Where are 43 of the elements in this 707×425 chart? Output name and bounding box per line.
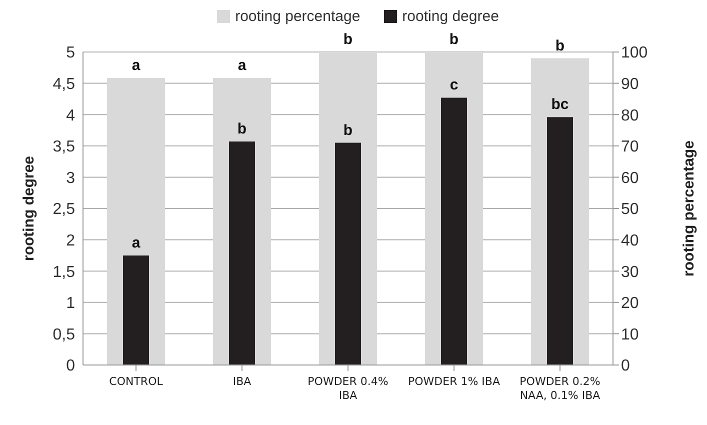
x-tick-label: CONTROL [109, 375, 164, 388]
y-tick-label: 1 [66, 295, 76, 312]
y2-tick-label: 10 [621, 326, 639, 344]
legend-label: rooting degree [401, 8, 499, 25]
y-tick-label: 2 [66, 232, 76, 250]
y2-tick-label: 40 [621, 232, 639, 250]
data-label: b [343, 122, 353, 139]
data-label: a [132, 56, 141, 74]
y-axis-title: rooting degree [20, 156, 38, 262]
y2-tick-label: 90 [621, 76, 639, 93]
y2-tick-label: 50 [621, 201, 639, 218]
y-tick-label: 4,5 [52, 76, 76, 93]
y2-tick-label: 30 [621, 264, 639, 281]
data-label: bc [551, 96, 569, 114]
y-tick-label: 3 [66, 170, 76, 187]
data-label: c [450, 76, 458, 94]
y2-tick-label: 100 [621, 44, 648, 62]
data-label: a [132, 234, 141, 252]
y2-tick-label: 20 [621, 295, 639, 312]
bar [123, 255, 149, 365]
bar [335, 142, 361, 365]
x-tick-label: POWDER 1% IBA [408, 375, 500, 388]
y-tick-label: 4 [66, 107, 76, 124]
data-label: b [343, 31, 353, 48]
y2-axis-title: rooting percentage [680, 140, 698, 276]
x-tick-label: IBA [232, 375, 252, 388]
data-label: a [238, 56, 247, 74]
y2-tick-label: 60 [621, 170, 639, 187]
y2-tick-label: 70 [621, 138, 639, 156]
x-tick-label: POWDER 0.4% IBA [308, 375, 388, 402]
y2-tick-label: 80 [621, 107, 639, 124]
y-tick-label: 5 [66, 44, 76, 62]
data-label: b [449, 31, 459, 48]
y2-tick-label: 0 [621, 358, 630, 375]
y-tick-label: 3,5 [52, 138, 76, 156]
y-tick-label: 0,5 [52, 326, 76, 344]
x-tick-label: POWDER 0.2% NAA, 0.1% IBA [520, 375, 601, 402]
data-label: b [555, 37, 565, 54]
data-label: b [237, 120, 247, 138]
legend-label: rooting percentage [234, 8, 360, 25]
y-tick-label: 1,5 [52, 264, 76, 281]
y-tick-label: 2,5 [52, 201, 76, 218]
y-tick-label: 0 [66, 358, 76, 375]
